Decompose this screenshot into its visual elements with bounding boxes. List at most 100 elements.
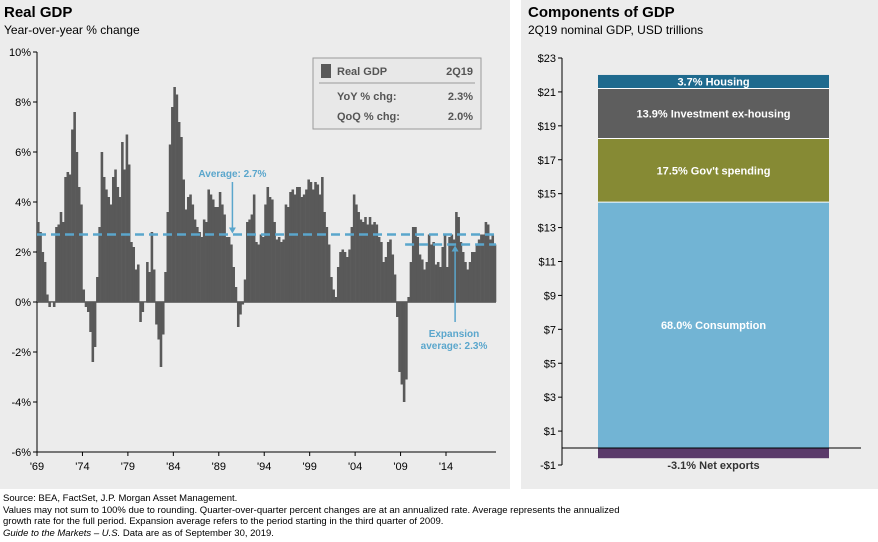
gdp-bar (257, 244, 260, 302)
gdp-bar (177, 122, 181, 302)
segment-bar (598, 448, 829, 459)
expansion-label-line1: Expansion (429, 329, 480, 340)
gdp-bar (346, 257, 349, 302)
gdp-bar (198, 232, 201, 302)
gdp-bar (357, 212, 360, 302)
gdp-bar (57, 224, 61, 302)
gdp-bar (82, 289, 86, 302)
gdp-bar (43, 262, 47, 302)
gdp-bar (371, 224, 374, 302)
gdp-bar (398, 302, 401, 372)
gdp-bar (100, 152, 104, 302)
segment-bar (598, 202, 829, 449)
gdp-bar (48, 302, 51, 307)
y-tick-label: -2% (11, 347, 31, 359)
gdp-bar (214, 207, 217, 302)
y-tick-label: $11 (538, 257, 556, 269)
gdp-bar (382, 262, 385, 302)
gdp-bar (111, 177, 115, 302)
gdp-bar (286, 207, 290, 302)
gdp-bar (202, 219, 206, 302)
gdp-bar (300, 197, 304, 302)
gdp-bar (207, 189, 210, 302)
gdp-bar (355, 204, 358, 302)
gdp-bar (373, 222, 376, 302)
gdp-bar (96, 277, 99, 302)
gdp-bar (471, 252, 474, 302)
gdp-bar (157, 302, 161, 340)
gdp-bar (77, 187, 81, 302)
gdp-bar (84, 302, 88, 307)
gdp-bar (273, 222, 276, 302)
y-tick-label: $3 (544, 392, 556, 404)
gdp-bar (221, 204, 224, 302)
gdp-bar (352, 194, 356, 302)
gdp-bar (391, 254, 395, 302)
gdp-bar (480, 234, 483, 302)
gdp-bar (407, 297, 410, 302)
gdp-bar (37, 222, 40, 302)
gdp-bar (155, 302, 158, 325)
gdp-bar (50, 302, 54, 303)
gdp-bar (93, 302, 97, 347)
gdp-bar (400, 302, 404, 385)
gdp-bar (343, 252, 347, 302)
gdp-bar (327, 244, 331, 302)
gdp-bar (148, 272, 151, 302)
y-tick-label: 10% (9, 47, 31, 59)
components-chart: $23 $21 $19 $17 $15 $13 $11 $9 $7 $5 $3 $1 -$1 -3.1% … (538, 53, 861, 472)
gdp-bar (193, 219, 197, 302)
y-tick-label: $17 (538, 155, 556, 167)
gdp-bar (98, 227, 101, 302)
gdp-bar (141, 302, 145, 312)
gdp-bar (466, 269, 470, 302)
gdp-bar (134, 269, 138, 302)
gdp-bar (289, 192, 292, 302)
gdp-bar (232, 267, 235, 302)
gdp-bar (384, 257, 388, 302)
gdp-bar (402, 302, 406, 402)
gdp-bar (239, 302, 242, 315)
gdp-bar (173, 87, 176, 302)
gdp-bar (389, 239, 392, 302)
gdp-bar (439, 267, 442, 302)
gdp-bar (146, 262, 149, 302)
gdp-bar (450, 234, 454, 302)
gdp-bar (325, 227, 329, 302)
gdp-bar (196, 227, 199, 302)
gdp-bar (396, 302, 399, 317)
footnote-date: Data are as of September 30, 2019. (120, 528, 274, 539)
footnote-rounding: Values may not sum to 100% due to roundi… (3, 505, 620, 516)
gdp-bar (159, 302, 163, 367)
y-tick-label: 4% (15, 197, 31, 209)
gdp-bar (39, 232, 42, 302)
y-tick-label: $15 (538, 189, 556, 201)
x-tick-label: '79 (121, 461, 135, 473)
expansion-label-line2: average: 2.3% (421, 341, 488, 352)
gdp-bar (314, 182, 317, 302)
gdp-bar (189, 194, 192, 302)
gdp-bar (41, 252, 45, 302)
gdp-bar (316, 184, 320, 302)
gdp-bar (309, 182, 313, 302)
gdp-bar (68, 174, 72, 302)
gdp-bar (261, 237, 265, 302)
gdp-bar (425, 262, 429, 302)
footnote-asof: Guide to the Markets – U.S. Data are as … (3, 528, 274, 539)
gdp-bar (489, 239, 492, 302)
gdp-bar (268, 197, 272, 302)
legend-period: 2Q19 (446, 66, 473, 78)
gdp-bar (86, 302, 90, 312)
gdp-bar (109, 204, 113, 302)
gdp-bar (186, 197, 190, 302)
y-tick-label: $23 (538, 53, 556, 65)
gdp-bar (486, 224, 490, 302)
segment-label: 68.0% Consumption (661, 320, 766, 332)
gdp-bar (171, 107, 174, 302)
gdp-bar (218, 192, 222, 302)
gdp-bar (255, 242, 258, 302)
segment-label: -3.1% Net exports (667, 460, 759, 472)
real-gdp-title: Real GDP (4, 4, 73, 21)
gdp-bar (205, 222, 208, 302)
gdp-bar (152, 269, 156, 302)
